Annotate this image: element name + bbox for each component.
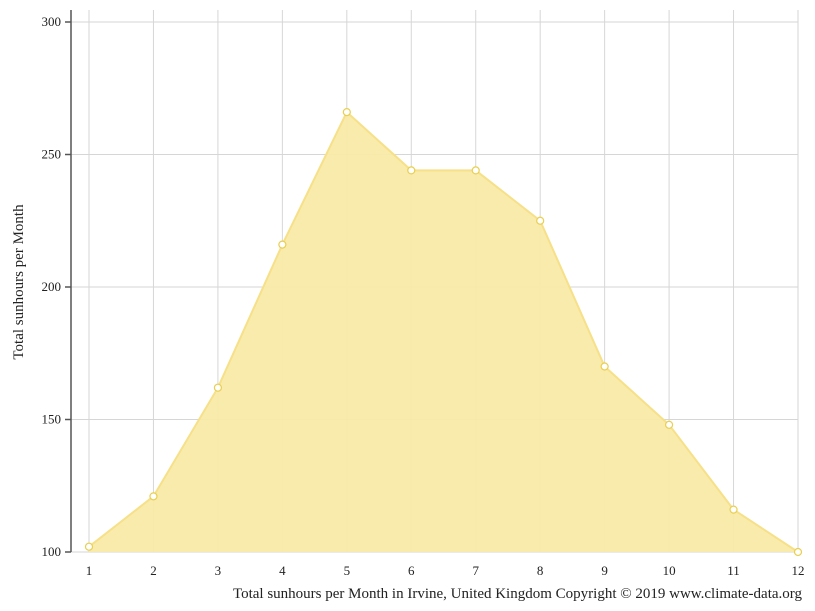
x-tick-label: 7 (472, 563, 479, 578)
y-tick-label: 300 (42, 14, 62, 29)
x-tick-label: 9 (601, 563, 608, 578)
data-point[interactable] (536, 216, 545, 225)
data-point[interactable] (664, 420, 674, 429)
x-tick-label: 6 (408, 563, 415, 578)
axes (65, 10, 72, 553)
y-tick-label: 200 (42, 279, 62, 294)
x-tick-label: 1 (86, 563, 93, 578)
area-layer (88, 110, 799, 553)
data-point[interactable] (84, 542, 94, 551)
data-point[interactable] (278, 240, 287, 249)
data-point[interactable] (213, 383, 223, 392)
y-axis-title: Total sunhours per Month (11, 204, 27, 360)
y-tick-label: 150 (42, 412, 62, 427)
x-tick-label: 11 (727, 563, 740, 578)
x-tick-label: 10 (663, 563, 676, 578)
data-point[interactable] (149, 492, 158, 501)
data-point[interactable] (342, 107, 351, 117)
y-tick-label: 250 (42, 147, 62, 162)
y-tick-label: 100 (42, 544, 62, 559)
x-tick-label: 12 (792, 563, 805, 578)
data-point[interactable] (600, 362, 609, 371)
x-tick-label: 4 (279, 563, 286, 578)
data-point[interactable] (793, 547, 803, 557)
series-line (88, 110, 799, 553)
x-tick-label: 2 (150, 563, 157, 578)
x-tick-label: 5 (344, 563, 351, 578)
data-point[interactable] (729, 505, 738, 514)
x-tick-label: 3 (215, 563, 222, 578)
series-area (89, 112, 798, 552)
data-markers (84, 107, 803, 557)
chart-caption: Total sunhours per Month in Irvine, Unit… (233, 586, 803, 602)
data-point[interactable] (471, 166, 480, 175)
data-point[interactable] (407, 166, 416, 175)
x-tick-label: 8 (537, 563, 544, 578)
